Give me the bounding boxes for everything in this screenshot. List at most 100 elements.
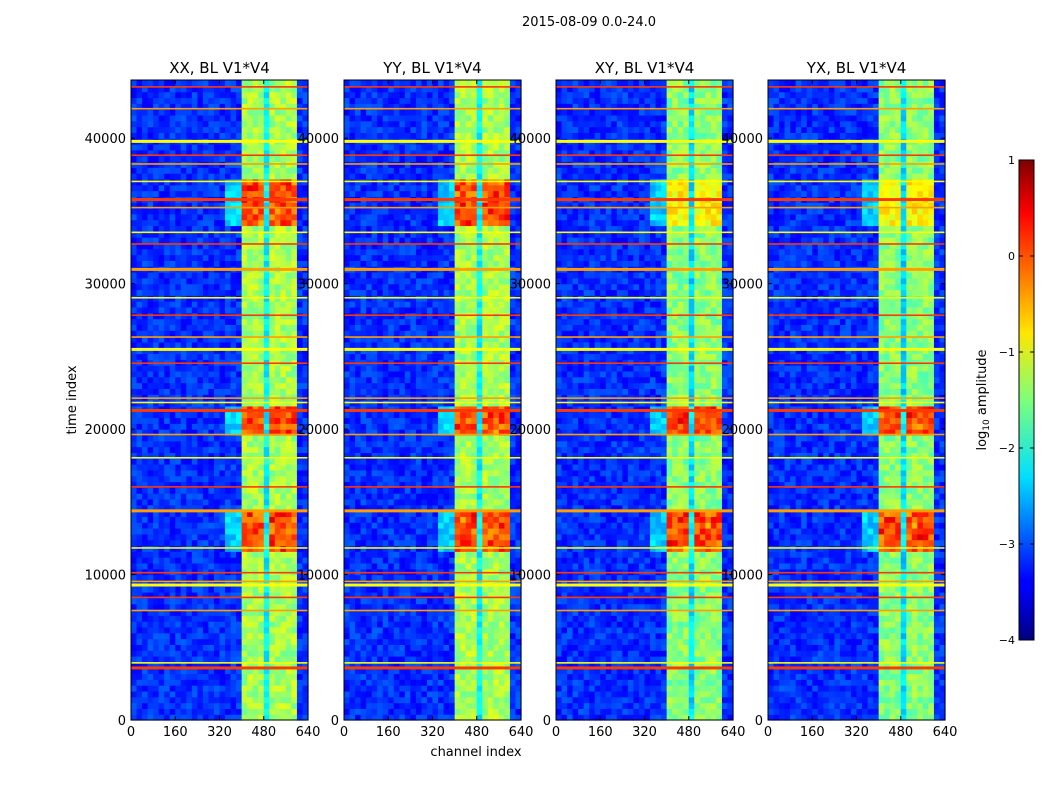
heatmap-cell — [181, 499, 187, 505]
heatmap-cell — [366, 604, 372, 610]
rfi-line — [131, 402, 308, 404]
heatmap-cell — [175, 644, 181, 650]
heatmap-cell — [471, 487, 477, 493]
heatmap-cell — [225, 604, 231, 610]
heatmap-cell — [291, 493, 297, 499]
heatmap-cell — [410, 487, 416, 493]
heatmap-cell — [427, 586, 433, 592]
heatmap-cell — [405, 487, 411, 493]
heatmap-cell — [297, 528, 303, 534]
heatmap-cell — [247, 679, 253, 685]
heatmap-cell — [291, 673, 297, 679]
heatmap-cell — [203, 557, 209, 563]
heatmap-cell — [181, 191, 187, 197]
heatmap-cell — [286, 301, 292, 307]
heatmap-cell — [131, 639, 137, 645]
heatmap-cell — [427, 487, 433, 493]
heatmap-cell — [214, 132, 220, 138]
heatmap-cell — [253, 615, 259, 621]
heatmap-cell — [247, 191, 253, 197]
heatmap-cell — [247, 499, 253, 505]
heatmap-cell — [192, 417, 198, 423]
heatmap-cell — [361, 639, 367, 645]
heatmap-cell — [416, 557, 422, 563]
heatmap-cell — [427, 534, 433, 540]
heatmap-cell — [137, 615, 143, 621]
heatmap-cell — [220, 476, 226, 482]
heatmap-cell — [297, 237, 303, 243]
heatmap-cell — [488, 586, 494, 592]
heatmap-cell — [186, 639, 192, 645]
heatmap-cell — [214, 499, 220, 505]
heatmap-cell — [510, 604, 516, 610]
heatmap-cell — [258, 458, 264, 464]
heatmap-cell — [197, 476, 203, 482]
heatmap-cell — [388, 493, 394, 499]
heatmap-cell — [488, 679, 494, 685]
heatmap-cell — [170, 97, 176, 103]
heatmap-cell — [242, 470, 248, 476]
heatmap-cell — [181, 208, 187, 214]
heatmap-cell — [137, 353, 143, 359]
heatmap-cell — [231, 563, 237, 569]
heatmap-cell — [372, 691, 378, 697]
heatmap-cell — [372, 586, 378, 592]
heatmap-cell — [264, 470, 270, 476]
heatmap-cell — [148, 272, 154, 278]
heatmap-cell — [258, 679, 264, 685]
heatmap-cell — [499, 691, 505, 697]
heatmap-cell — [170, 458, 176, 464]
heatmap-cell — [253, 260, 259, 266]
heatmap-cell — [236, 353, 242, 359]
heatmap-cell — [488, 656, 494, 662]
heatmap-cell — [372, 487, 378, 493]
heatmap-cell — [394, 528, 400, 534]
heatmap-cell — [242, 80, 248, 86]
heatmap-cell — [275, 144, 281, 150]
heatmap-cell — [225, 685, 231, 691]
heatmap-cell — [142, 127, 148, 133]
heatmap-cell — [286, 144, 292, 150]
heatmap-cell — [344, 516, 350, 522]
heatmap-cell — [159, 679, 165, 685]
heatmap-cell — [394, 656, 400, 662]
heatmap-cell — [264, 563, 270, 569]
heatmap-cell — [399, 679, 405, 685]
heatmap-cell — [394, 679, 400, 685]
heatmap-cell — [291, 237, 297, 243]
heatmap-cell — [192, 191, 198, 197]
heatmap-cell — [164, 132, 170, 138]
heatmap-cell — [269, 487, 275, 493]
heatmap-cell — [137, 260, 143, 266]
heatmap-cell — [131, 615, 137, 621]
heatmap-cell — [203, 342, 209, 348]
heatmap-cell — [253, 534, 259, 540]
heatmap-cell — [231, 639, 237, 645]
heatmap-cell — [366, 650, 372, 656]
heatmap-cell — [181, 127, 187, 133]
heatmap-cell — [197, 330, 203, 336]
heatmap-cell — [137, 132, 143, 138]
heatmap-cell — [225, 156, 231, 162]
heatmap-cell — [258, 417, 264, 423]
heatmap-cell — [253, 307, 259, 313]
heatmap-cell — [153, 697, 159, 703]
heatmap-cell — [142, 307, 148, 313]
heatmap-cell — [203, 499, 209, 505]
heatmap-cell — [280, 208, 286, 214]
heatmap-cell — [247, 551, 253, 557]
heatmap-cell — [197, 447, 203, 453]
heatmap-cell — [499, 679, 505, 685]
heatmap-cell — [433, 650, 439, 656]
rfi-line — [131, 268, 308, 271]
heatmap-cell — [253, 487, 259, 493]
heatmap-cell — [181, 249, 187, 255]
heatmap-cell — [247, 342, 253, 348]
heatmap-cell — [438, 575, 444, 581]
heatmap-cell — [482, 551, 488, 557]
heatmap-cell — [269, 656, 275, 662]
heatmap-cell — [236, 575, 242, 581]
heatmap-cell — [388, 621, 394, 627]
heatmap-cell — [421, 621, 427, 627]
heatmap-cell — [399, 563, 405, 569]
